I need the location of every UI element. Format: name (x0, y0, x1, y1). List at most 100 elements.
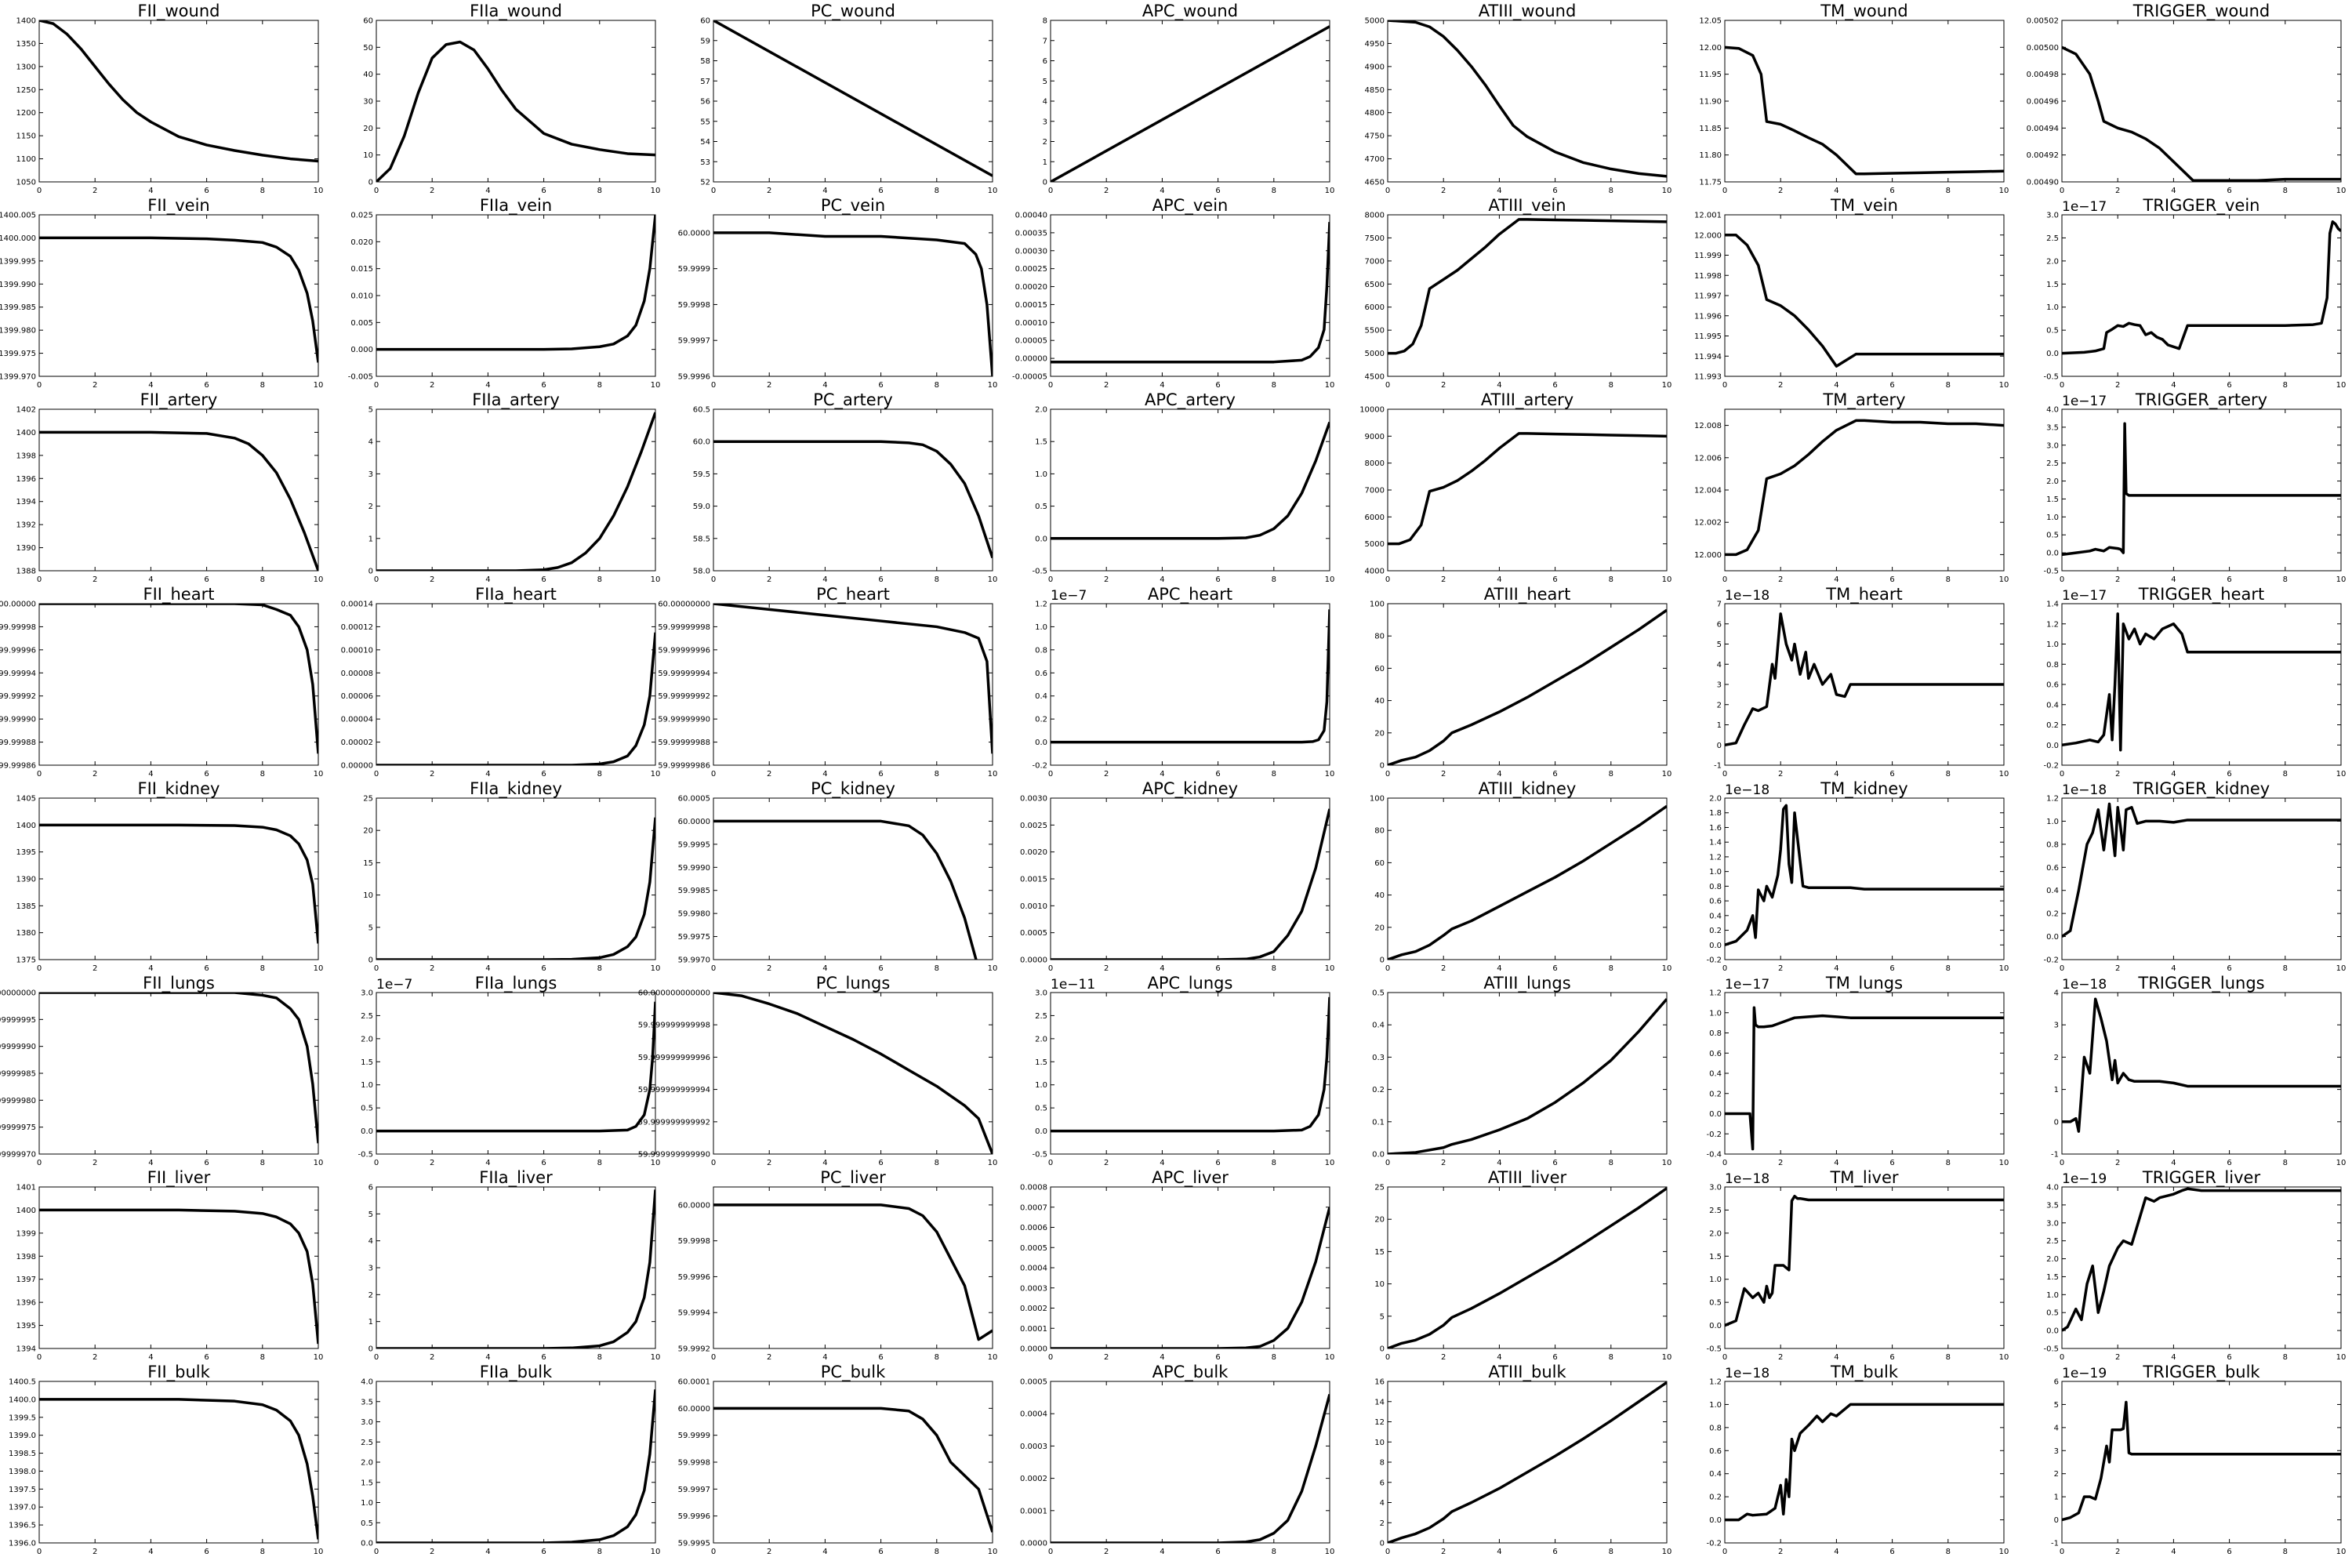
x-tick-label: 2 (767, 1159, 771, 1167)
y-tick-label: 1396.0 (9, 1540, 36, 1548)
x-tick-label: 6 (878, 1159, 883, 1167)
x-tick-label: 2 (1778, 1548, 1783, 1556)
x-tick-label: 4 (822, 187, 827, 195)
y-tick-label: 0.2 (2046, 721, 2059, 730)
x-tick-label: 6 (1215, 1548, 1220, 1556)
plot-TRIGGER_wound: TRIGGER_wound 0 2 4 6 8 10 0.00490 0.00492 0.0049… (2027, 2, 2347, 195)
x-tick-label: 4 (2171, 1548, 2176, 1556)
y-tick-label: 1 (1043, 158, 1047, 167)
series-line (1388, 1187, 1667, 1348)
y-tick-label: 4 (1380, 1499, 1385, 1508)
y-tick-label: 3 (2054, 1447, 2059, 1456)
x-tick-label: 6 (541, 1548, 546, 1556)
y-tick-label: 1.0 (2046, 641, 2059, 649)
x-tick-label: 2 (767, 1353, 771, 1362)
x-tick-label: 4 (1497, 1159, 1501, 1167)
y-tick-label: 60 (1374, 859, 1385, 868)
x-tick-label: 4 (148, 187, 153, 195)
plot-frame (1724, 408, 2005, 572)
plot-frame (1724, 20, 2005, 183)
x-tick-label: 2 (1778, 1159, 1783, 1167)
x-tick-label: 10 (1662, 1353, 1672, 1362)
y-tick-label: 2 (368, 503, 373, 511)
x-tick-label: 0 (374, 1159, 379, 1167)
x-tick-label: 2 (430, 575, 434, 584)
y-tick-label: 60 (363, 17, 373, 26)
plot-title: TM_artery (1822, 390, 1905, 410)
x-tick-label: 6 (1889, 1159, 1894, 1167)
series-line (2062, 997, 2341, 1133)
y-tick-label: 3.0 (2046, 212, 2059, 220)
x-tick-label: 10 (1325, 381, 1335, 390)
plot-frame (1387, 214, 1668, 377)
x-tick-label: 10 (2336, 964, 2347, 973)
y-tick-label: 0.0 (361, 1540, 373, 1548)
x-tick-label: 10 (1662, 770, 1672, 779)
y-tick-label: 59.9994 (678, 1309, 710, 1318)
y-tick-label: 1400.0 (9, 1396, 36, 1404)
y-tick-label: 0.0000 (1020, 1345, 1047, 1354)
y-tick-label: 12.004 (1694, 487, 1722, 495)
x-tick-label: 6 (1889, 187, 1894, 195)
y-tick-label: 58.0 (693, 568, 710, 576)
y-tick-label: 3 (2054, 1022, 2059, 1030)
plot-title: APC_liver (1152, 1168, 1229, 1188)
y-tick-label: 1.0 (1709, 1401, 1722, 1410)
x-tick-label: 2 (767, 187, 771, 195)
x-tick-label: 6 (1889, 964, 1894, 973)
plot-TM_lungs: TM_lungs 1e−17 0 2 4 6 8 10 -0.4 -0.2 0.0 0.2 0.4 0.6… (1706, 974, 2009, 1167)
x-tick-label: 4 (1160, 1159, 1164, 1167)
x-tick-label: 4 (1834, 770, 1838, 779)
y-tick-label: 2 (1043, 138, 1047, 147)
x-tick-label: 2 (1778, 964, 1783, 973)
y-tick-label: 60.0000 (678, 229, 710, 238)
x-tick-label: 6 (204, 770, 209, 779)
plot-PC_heart: PC_heart 0 2 4 6 8 10 59.99999986 59.99999988 59.… (658, 585, 997, 779)
series-line (39, 993, 318, 1144)
y-tick-label: 1396 (16, 1299, 36, 1308)
y-tick-label: 0.025 (350, 212, 373, 220)
axis-multiplier: 1e−19 (2062, 1171, 2107, 1187)
x-tick-label: 4 (1160, 575, 1164, 584)
y-tick-label: 0.2 (1372, 1086, 1385, 1094)
x-tick-label: 10 (2336, 1548, 2347, 1556)
y-tick-label: 0.0005 (1020, 1378, 1047, 1387)
y-tick-label: 20 (363, 827, 373, 836)
x-tick-label: 2 (1441, 1159, 1446, 1167)
x-tick-label: 0 (1722, 770, 1727, 779)
y-tick-label: 1400.000000000 (0, 989, 36, 998)
plot-TRIGGER_vein: TRIGGER_vein 1e−17 0 2 4 6 8 10 -0.5 0.0 0.5 1.0 1.5… (2043, 196, 2346, 390)
plot-frame (38, 603, 319, 766)
plot-title: APC_vein (1152, 196, 1229, 216)
x-tick-label: 8 (1946, 381, 1951, 390)
x-tick-label: 6 (2227, 770, 2231, 779)
plot-frame (2061, 1186, 2342, 1349)
y-tick-label: 20 (1374, 924, 1385, 932)
y-tick-label: 0.00000 (341, 762, 373, 771)
y-tick-label: 6 (1717, 620, 1722, 629)
y-tick-label: 6000 (1365, 303, 1385, 312)
x-tick-label: 8 (597, 575, 602, 584)
x-tick-label: 8 (1946, 964, 1951, 973)
y-tick-label: -0.5 (2043, 373, 2059, 382)
plot-title: FII_heart (143, 585, 215, 604)
y-tick-label: 1 (368, 1318, 373, 1327)
x-tick-label: 10 (1662, 187, 1672, 195)
y-tick-label: 5000 (1365, 350, 1385, 358)
plot-frame (1050, 408, 1330, 572)
x-tick-label: 8 (260, 770, 265, 779)
x-tick-label: 0 (2060, 1159, 2064, 1167)
x-tick-label: 8 (1946, 1159, 1951, 1167)
y-tick-label: 1390 (16, 544, 36, 553)
y-tick-label: 12.05 (1699, 17, 1722, 26)
x-tick-label: 0 (1048, 1159, 1053, 1167)
series-line (1388, 804, 1667, 960)
y-tick-label: 2.5 (2046, 459, 2059, 468)
series-line (2062, 612, 2341, 752)
x-tick-label: 4 (1497, 770, 1501, 779)
x-tick-label: 0 (37, 381, 42, 390)
plot-TM_kidney: TM_kidney 1e−18 0 2 4 6 8 10 -0.2 0.0 0.2 0.4 0.6 0.8… (1706, 779, 2009, 973)
y-tick-label: 0.5 (1372, 989, 1385, 998)
